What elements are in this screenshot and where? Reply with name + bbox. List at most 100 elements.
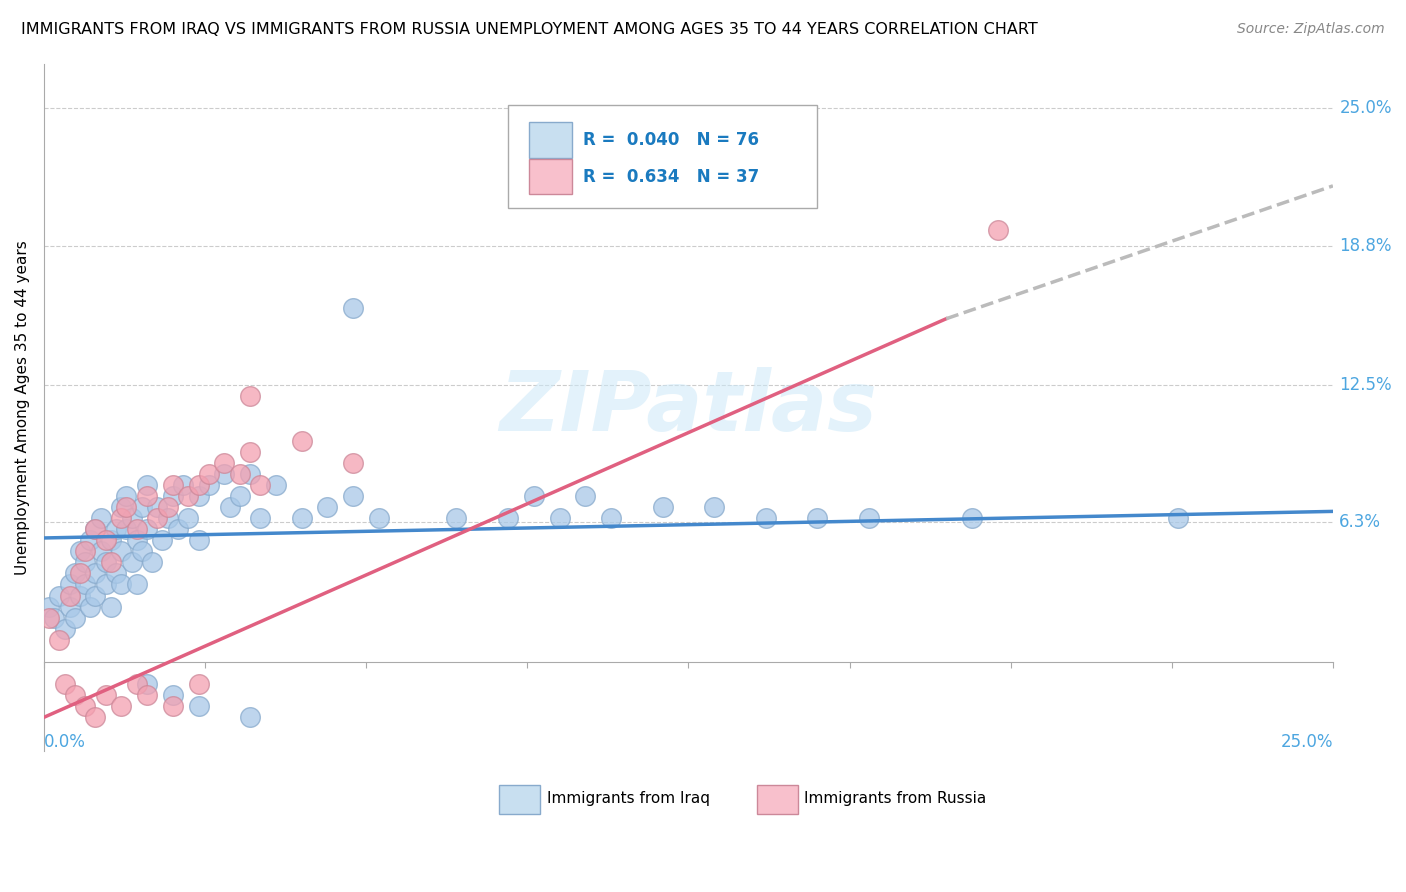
Text: 25.0%: 25.0% [1340,99,1392,118]
Point [446,511,468,525]
Point [59,577,82,591]
Point [162,699,184,714]
Point [75,577,97,591]
FancyBboxPatch shape [508,105,817,208]
Point [146,511,169,525]
Point [806,511,828,525]
Point [90,544,112,558]
Point [496,511,519,525]
Point [90,511,112,525]
Point [162,489,184,503]
Point [53,677,76,691]
Text: 25.0%: 25.0% [1281,733,1333,751]
Point [229,467,252,481]
FancyBboxPatch shape [756,785,799,814]
Y-axis label: Unemployment Among Ages 35 to 44 years: Unemployment Among Ages 35 to 44 years [15,240,30,574]
Point [264,478,287,492]
Point [115,500,138,514]
Point [48,589,70,603]
Point [100,555,122,569]
Point [172,478,194,492]
Point [162,688,184,702]
Point [69,566,91,581]
Point [703,500,725,514]
Point [987,223,1010,237]
Text: 6.3%: 6.3% [1340,514,1381,532]
Text: 18.8%: 18.8% [1340,236,1392,254]
Point [94,533,117,548]
Point [167,522,190,536]
FancyBboxPatch shape [499,785,540,814]
Point [651,500,673,514]
Point [187,677,209,691]
Point [198,478,221,492]
Point [146,500,169,514]
Point [214,467,236,481]
Point [858,511,880,525]
Point [105,566,128,581]
Point [342,301,364,315]
Point [156,500,179,514]
Point [38,610,60,624]
Point [63,688,86,702]
Point [131,544,153,558]
Point [75,544,97,558]
Point [239,710,262,724]
Point [94,688,117,702]
Point [84,522,107,536]
Point [177,511,200,525]
Point [125,577,148,591]
Point [239,389,262,403]
Point [141,555,163,569]
Point [162,478,184,492]
Point [100,533,122,548]
Text: 12.5%: 12.5% [1340,376,1392,394]
Point [548,511,571,525]
Text: R =  0.634   N = 37: R = 0.634 N = 37 [582,168,759,186]
Point [121,511,143,525]
Point [187,478,209,492]
Point [53,622,76,636]
Point [1167,511,1189,525]
Point [218,500,240,514]
Point [548,178,571,193]
Point [342,489,364,503]
Point [94,577,117,591]
Text: Immigrants from Iraq: Immigrants from Iraq [547,791,710,806]
Point [136,677,159,691]
Point [38,599,60,614]
Point [59,589,82,603]
Point [63,610,86,624]
Point [110,511,132,525]
Point [63,566,86,581]
Point [574,489,596,503]
Point [249,478,271,492]
Point [187,533,209,548]
Point [239,444,262,458]
FancyBboxPatch shape [529,159,572,194]
Point [136,522,159,536]
Point [523,489,546,503]
Point [105,522,128,536]
Point [110,577,132,591]
Text: R =  0.040   N = 76: R = 0.040 N = 76 [582,131,759,149]
Point [136,688,159,702]
Point [755,511,778,525]
Point [110,699,132,714]
Point [600,511,623,525]
Point [125,533,148,548]
Point [214,456,236,470]
Text: Source: ZipAtlas.com: Source: ZipAtlas.com [1237,22,1385,37]
Point [84,589,107,603]
Text: ZIPatlas: ZIPatlas [499,367,877,448]
Point [368,511,391,525]
Point [69,544,91,558]
Point [187,699,209,714]
Point [342,456,364,470]
Point [94,555,117,569]
Point [316,500,339,514]
Point [79,599,101,614]
Point [84,710,107,724]
Point [229,489,252,503]
Point [48,632,70,647]
